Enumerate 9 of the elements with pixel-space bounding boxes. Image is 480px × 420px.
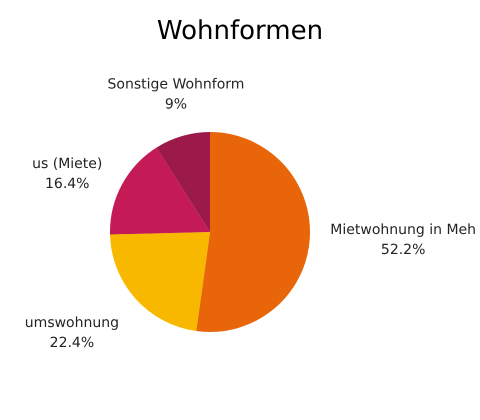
slice-label: us (Miete) xyxy=(32,156,102,172)
data-label: 9% xyxy=(164,96,188,112)
chart-title: Wohnformen xyxy=(156,16,324,48)
data-label: 22.4% xyxy=(50,334,94,351)
data-label: 16.4% xyxy=(45,176,90,192)
data-label: 52.2% xyxy=(380,242,426,258)
slice-label: umswohnung xyxy=(24,314,119,331)
slice-label: Mietwohnung in Meh xyxy=(330,222,476,238)
slice-label: Sonstige Wohnform xyxy=(107,76,244,92)
